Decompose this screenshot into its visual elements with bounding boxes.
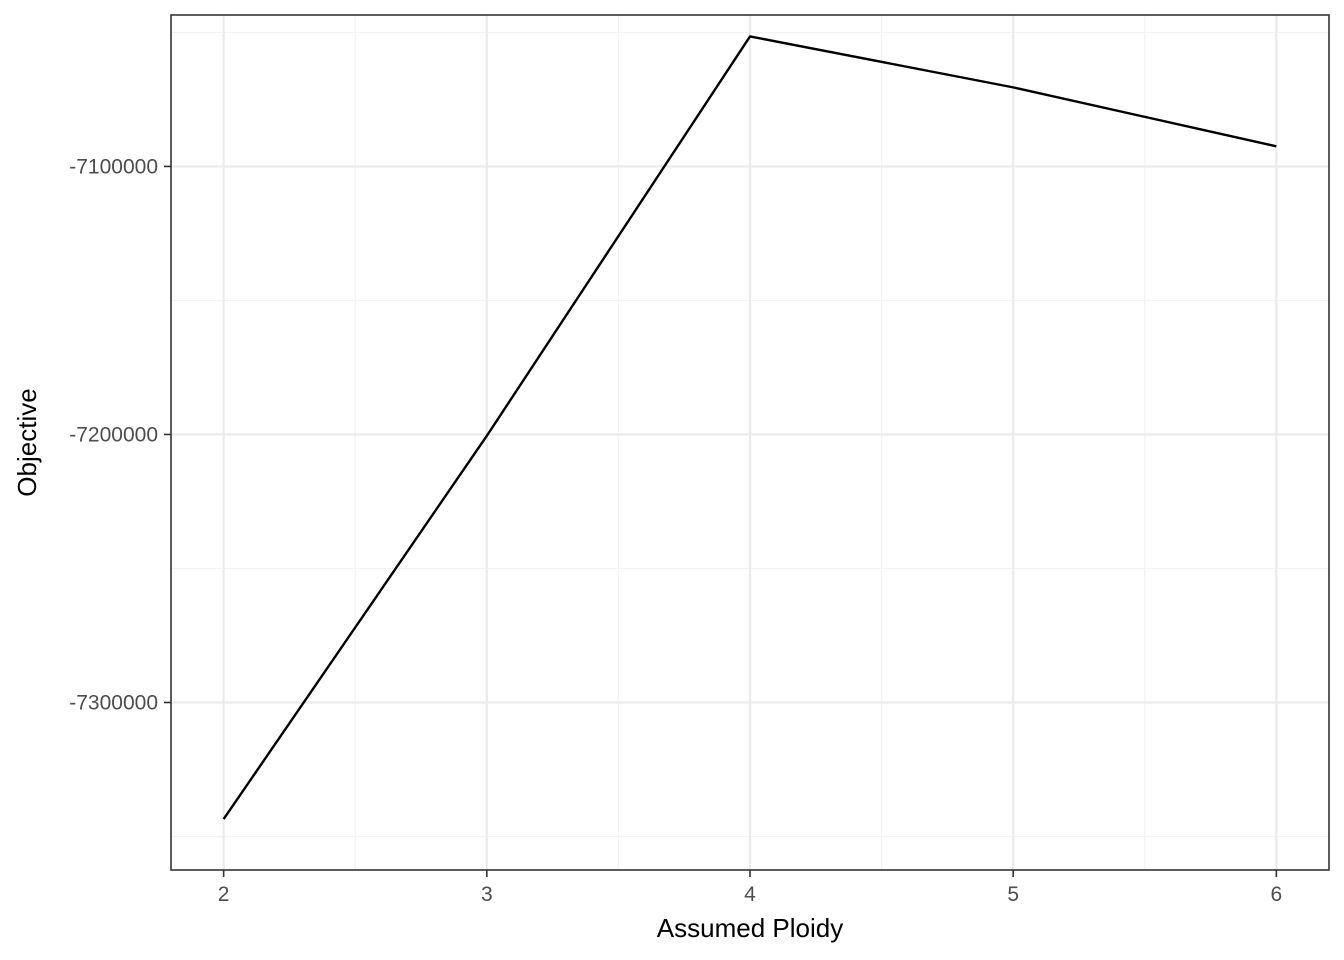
major-gridlines <box>171 15 1329 870</box>
series-line <box>222 35 1277 820</box>
series-layer <box>222 35 1277 820</box>
y-axis: -7300000 -7200000 -7100000 <box>69 155 171 714</box>
y-tick-label: -7100000 <box>69 155 158 178</box>
x-axis: 2 3 4 5 6 <box>218 870 1282 906</box>
x-tick-label: 3 <box>481 883 493 906</box>
y-tick-label: -7300000 <box>69 691 158 714</box>
x-tick-label: 6 <box>1271 883 1283 906</box>
x-tick-label: 5 <box>1007 883 1019 906</box>
y-axis-title: Objective <box>12 388 42 496</box>
x-tick-label: 2 <box>218 883 230 906</box>
y-tick-label: -7200000 <box>69 423 158 446</box>
x-axis-title: Assumed Ploidy <box>657 913 843 943</box>
x-tick-label: 4 <box>744 883 756 906</box>
